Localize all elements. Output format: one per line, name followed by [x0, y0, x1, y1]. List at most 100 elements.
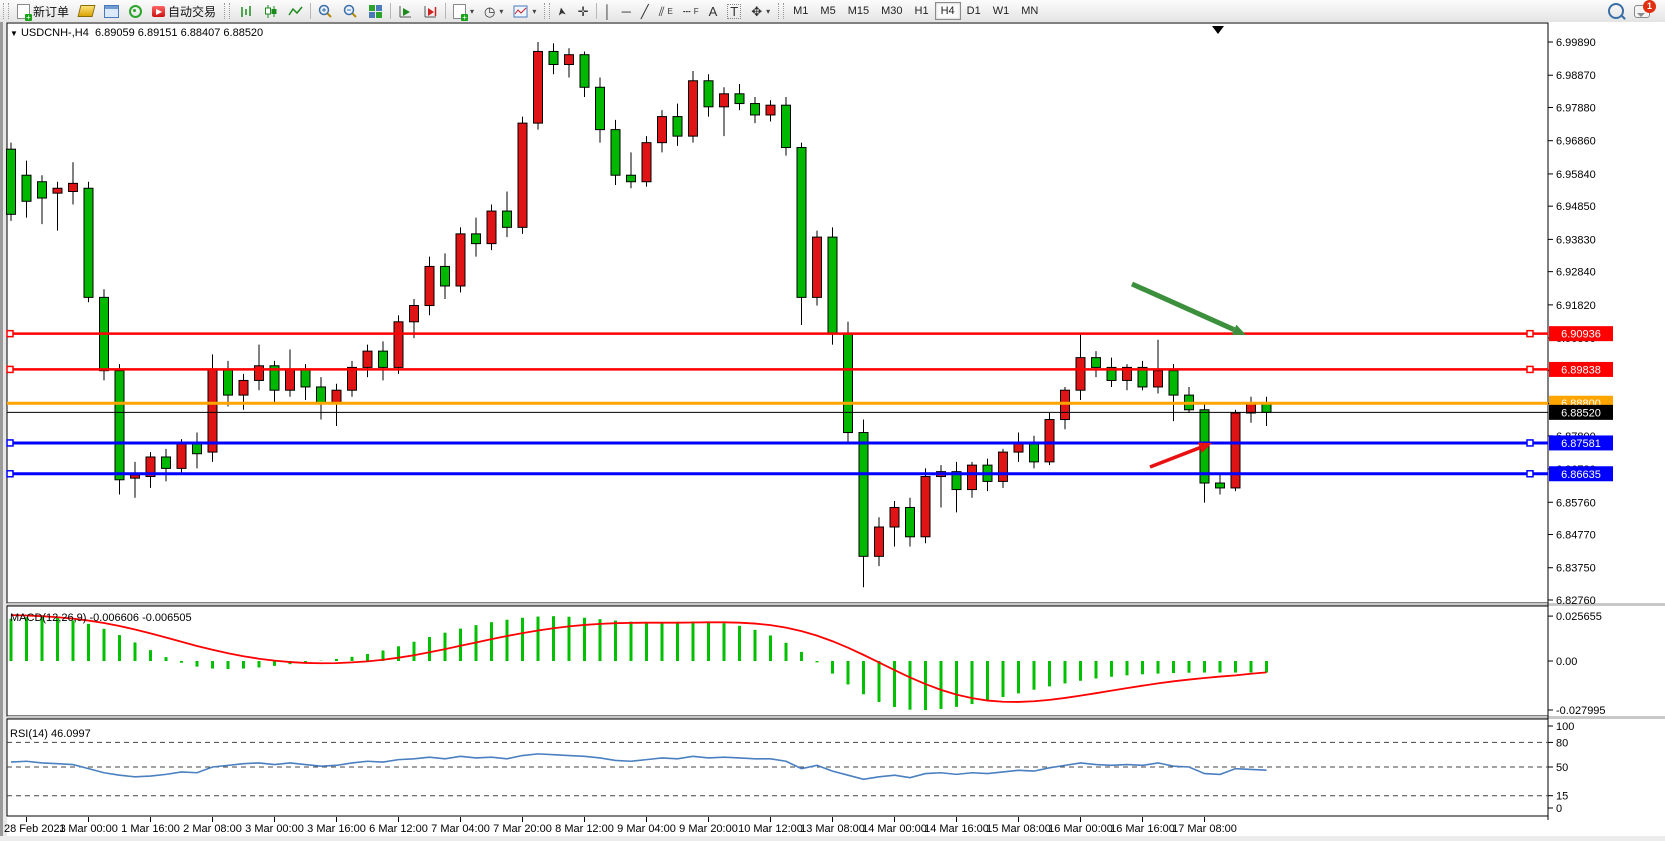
rsi-tick-label: 100 [1556, 721, 1574, 733]
candle-bear [440, 265, 450, 287]
chart-dropdown-icon[interactable]: ▼ [10, 29, 18, 38]
candle-bear [471, 233, 481, 245]
toolbar-grip[interactable] [224, 3, 231, 19]
hline-handle[interactable] [1526, 439, 1534, 447]
periods-button[interactable]: ◷ ▾ [479, 1, 508, 21]
timeframe-m5-button[interactable]: M5 [814, 2, 841, 20]
autotrading-button[interactable]: ▶ 自动交易 [147, 1, 221, 21]
macd-signal-line [10, 614, 1267, 703]
timeframe-h1-button[interactable]: H1 [909, 2, 935, 20]
panel-divider[interactable] [7, 716, 1665, 719]
candle-bear [579, 54, 590, 88]
chart-canvas[interactable]: 6.99890 6.98870 6.97880 6.96860 6.95840 6.948… [0, 22, 1665, 841]
signal-arrow-up[interactable] [1149, 446, 1201, 469]
text-label-tool-button[interactable]: T [722, 1, 746, 21]
search-button[interactable] [1603, 1, 1629, 21]
strategy-tester-button[interactable] [99, 1, 124, 21]
candle-bull [130, 474, 140, 479]
hline-handle[interactable] [1526, 470, 1534, 478]
horizontal-line-tool-button[interactable]: ─ [617, 1, 636, 21]
notifications-button[interactable]: 1 [1629, 0, 1656, 21]
candlestick-chart-button[interactable] [258, 1, 283, 21]
candle-bull [409, 305, 419, 323]
toolbar-separator [445, 3, 447, 19]
price-tick-label: 6.95840 [1556, 169, 1596, 181]
fibonacci-tool-button[interactable]: ┄ F [678, 1, 704, 21]
candle-bear [161, 456, 171, 469]
time-label: 9 Mar 04:00 [617, 823, 676, 835]
time-label: 14 Mar 16:00 [924, 823, 989, 835]
candle-bull [1044, 419, 1055, 463]
text-tool-icon: A [708, 3, 718, 19]
price-badge [1549, 435, 1613, 451]
timeframe-h4-button[interactable]: H4 [934, 2, 961, 20]
templates-button[interactable]: ▾ [508, 1, 541, 21]
tile-windows-button[interactable] [363, 1, 388, 21]
toolbar-grip[interactable] [778, 3, 785, 19]
timeframe-m30-button[interactable]: M30 [875, 2, 908, 20]
trendline-tool-button[interactable]: ╱ [636, 1, 654, 21]
panel-divider[interactable] [7, 603, 1665, 606]
signals-button[interactable] [124, 1, 147, 21]
timeframe-m15-button[interactable]: M15 [842, 2, 875, 20]
macd-tick-label: -0.027995 [1556, 705, 1606, 717]
trend-arrow-down-head[interactable] [1231, 324, 1246, 335]
candle-bear [750, 103, 760, 116]
vertical-line-tool-button[interactable]: │ [599, 1, 617, 21]
zoom-in-button[interactable] [313, 1, 338, 21]
macd-panel[interactable] [6, 605, 1549, 717]
signals-icon [129, 4, 143, 18]
hline-handle[interactable] [6, 365, 14, 374]
auto-scroll-button[interactable] [393, 1, 418, 21]
hline-handle[interactable] [6, 470, 14, 478]
new-order-button[interactable]: + 新订单 [12, 1, 74, 21]
candle-bear [1215, 482, 1225, 489]
arrows-tool-button[interactable]: ✥ ▾ [746, 1, 775, 21]
bar-chart-button[interactable] [233, 1, 258, 21]
signal-arrow-up-head[interactable] [1197, 442, 1212, 453]
trend-arrow-down[interactable] [1130, 281, 1236, 332]
indicators-button[interactable]: + ▾ [448, 1, 479, 21]
timeframe-d1-button[interactable]: D1 [961, 2, 987, 20]
metaeditor-button[interactable] [74, 1, 99, 21]
timeframe-mn-button[interactable]: MN [1015, 2, 1044, 20]
candle-bear [114, 370, 125, 481]
candle-bull [1060, 389, 1070, 421]
hline-handle[interactable] [6, 329, 14, 338]
candle-bull [486, 210, 497, 245]
hline-handle[interactable] [6, 439, 14, 447]
candle-bear [269, 365, 280, 391]
toolbar-separator [595, 3, 597, 19]
zoom-out-button[interactable] [338, 1, 363, 21]
timeframe-w1-button[interactable]: W1 [987, 2, 1016, 20]
time-label: 3 Mar 00:00 [245, 823, 304, 835]
chart-shift-marker[interactable] [1212, 26, 1224, 34]
channel-tool-button[interactable]: ⫽ E [654, 1, 678, 21]
vertical-line-icon: │ [603, 3, 612, 19]
autotrading-label: 自动交易 [168, 4, 217, 19]
cursor-tool-button[interactable]: ➤ [553, 1, 572, 21]
candle-bull [455, 233, 466, 287]
toolbar-grip[interactable] [3, 3, 9, 19]
timeframe-m1-button[interactable]: M1 [787, 2, 814, 20]
time-label: 1 Mar 16:00 [121, 823, 180, 835]
chart-shift-button[interactable] [418, 1, 443, 21]
hline-handle[interactable] [1526, 365, 1534, 374]
chevron-down-icon: ▾ [532, 6, 537, 16]
text-tool-button[interactable]: A [704, 1, 723, 21]
hline-handle[interactable] [1526, 329, 1534, 338]
candle-bull [1122, 366, 1132, 381]
chart-title[interactable]: ▼ USDCNH-,H4 6.89059 6.89151 6.88407 6.8… [10, 27, 263, 39]
main-price-panel[interactable] [6, 22, 1549, 604]
time-label: 9 Mar 20:00 [679, 823, 738, 835]
candle-bull [1153, 370, 1163, 388]
candle-bull [564, 54, 574, 65]
candle-bear [548, 50, 559, 65]
chart-window[interactable]: 6.99890 6.98870 6.97880 6.96860 6.95840 6.948… [0, 22, 1665, 841]
candle-bull [657, 116, 667, 144]
candle-bull [331, 389, 342, 404]
line-chart-button[interactable] [283, 1, 308, 21]
crosshair-tool-button[interactable]: ✛ [573, 1, 594, 21]
macd-tick-label: 0.025655 [1556, 611, 1602, 623]
toolbar-grip[interactable] [544, 3, 551, 19]
